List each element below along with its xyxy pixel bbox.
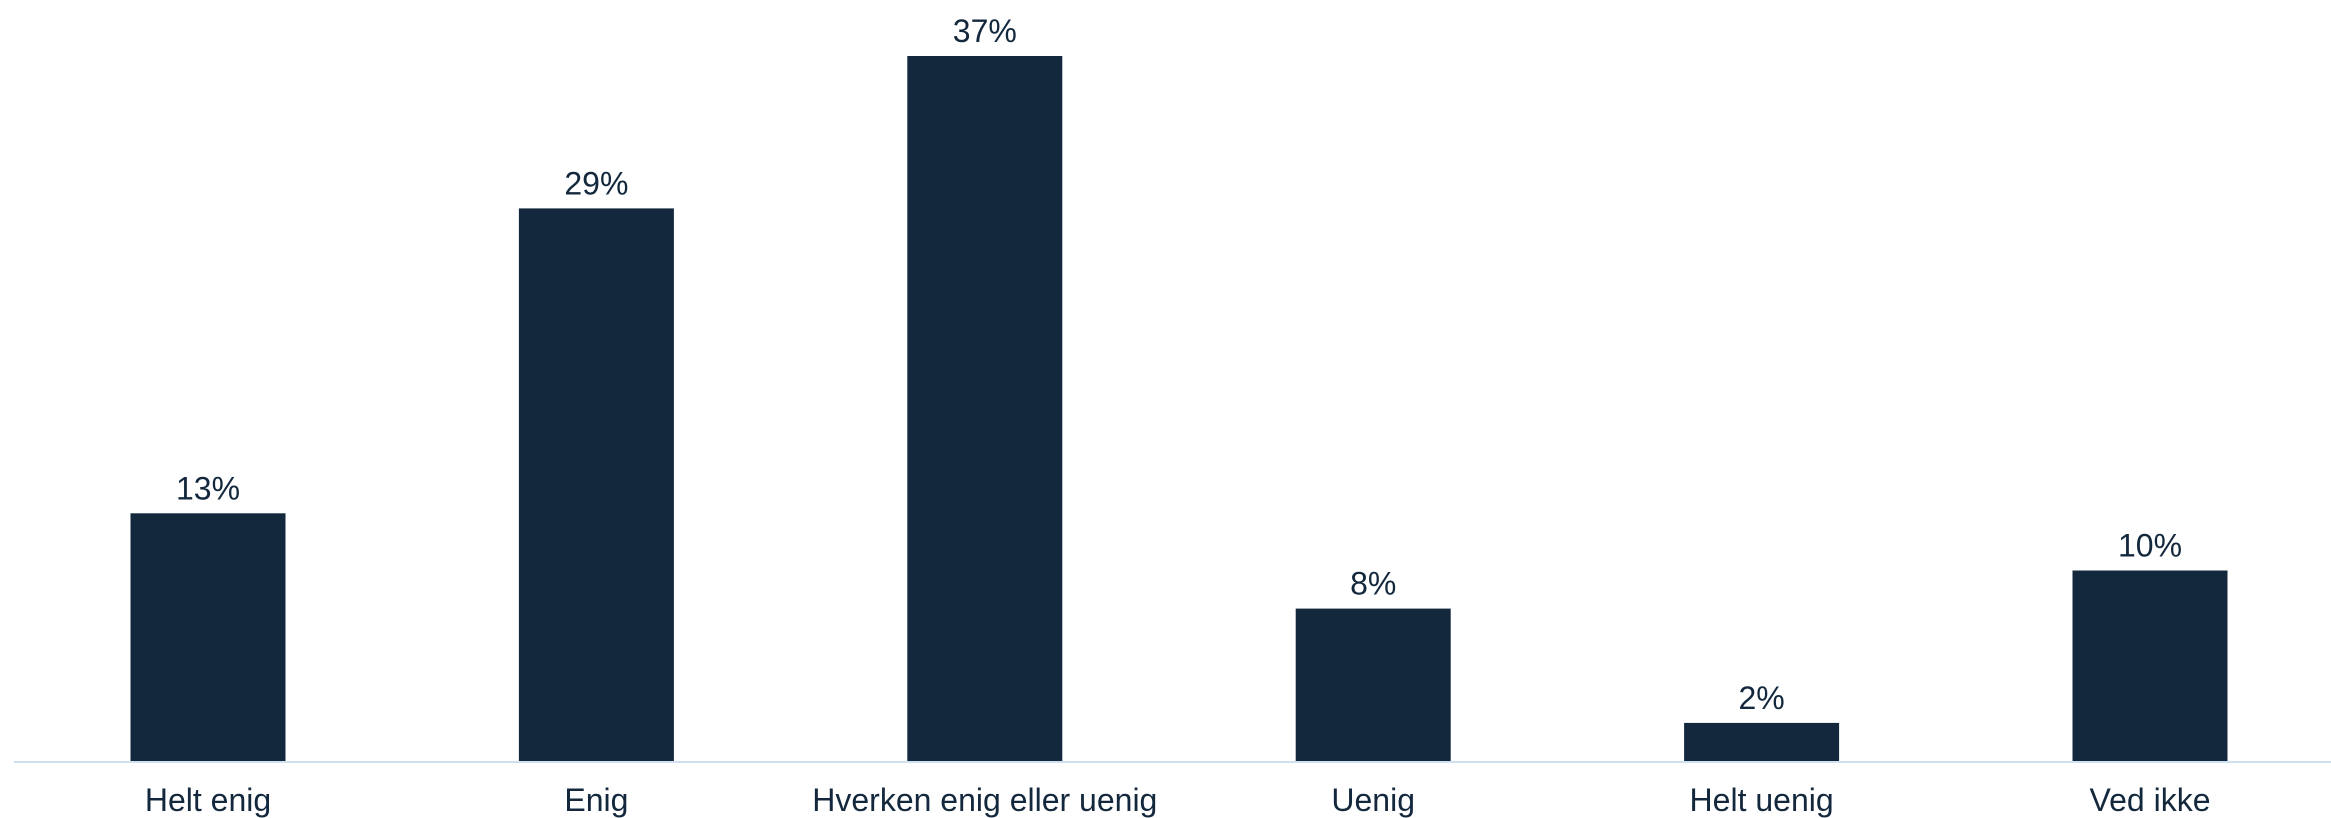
category-label-4: Helt uenig xyxy=(1690,782,1834,818)
data-label-5: 10% xyxy=(2118,528,2182,564)
category-label-3: Uenig xyxy=(1331,782,1415,818)
category-label-1: Enig xyxy=(564,782,628,818)
bar-1 xyxy=(518,208,674,761)
category-label-0: Helt enig xyxy=(145,782,271,818)
bar-5 xyxy=(2072,570,2228,761)
bar-4 xyxy=(1684,722,1840,761)
category-label-5: Ved ikke xyxy=(2090,782,2211,818)
bar-0 xyxy=(130,513,286,761)
category-label-2: Hverken enig eller uenig xyxy=(812,782,1157,818)
bar-3 xyxy=(1295,608,1451,761)
category-labels-group: Helt enig Enig Hverken enig eller uenig Uen… xyxy=(145,782,2211,818)
bars-group xyxy=(130,56,2228,761)
bar-2 xyxy=(907,56,1063,761)
data-label-3: 8% xyxy=(1350,566,1396,602)
data-label-4: 2% xyxy=(1738,680,1784,716)
data-label-0: 13% xyxy=(176,470,240,506)
data-label-2: 37% xyxy=(953,13,1017,49)
data-label-1: 29% xyxy=(564,165,628,201)
data-labels-group: 13% 29% 37% 8% 2% 10% xyxy=(176,13,2182,716)
